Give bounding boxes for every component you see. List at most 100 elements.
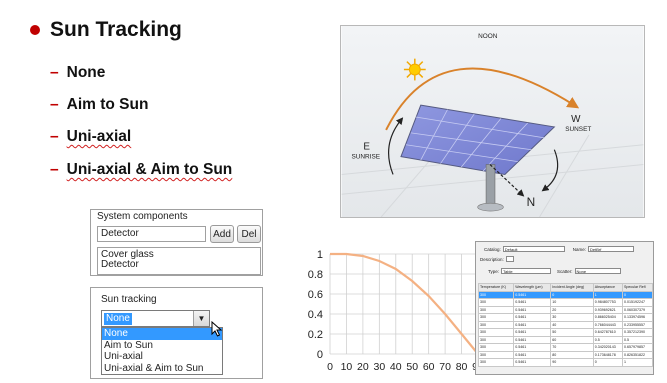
table-cell[interactable]: 300 [477, 320, 515, 329]
table-cell[interactable]: 300 [477, 328, 515, 337]
table-cell[interactable]: 0.826351822 [622, 350, 653, 359]
scatter-select[interactable]: None [574, 268, 621, 274]
table-cell[interactable]: 0.939692621 [592, 305, 624, 314]
table-cell[interactable]: 0.5461 [513, 313, 552, 322]
description-row: Description: [480, 256, 514, 262]
table-cell[interactable]: 0 [622, 290, 653, 299]
slide-title-text: Sun Tracking [50, 18, 182, 41]
table-header-cell[interactable]: Temperature (K) [477, 283, 515, 292]
sun-tracking-select[interactable]: None ▼ [101, 310, 210, 327]
table-cell[interactable]: 30 [550, 313, 594, 322]
table-cell[interactable]: 0.342020143 [592, 343, 624, 352]
table-cell[interactable]: 300 [477, 305, 515, 314]
table-cell[interactable]: 0 [592, 358, 624, 367]
x-tick-label: 80 [456, 361, 468, 373]
table-cell[interactable]: 0.357212390 [622, 328, 653, 337]
table-row[interactable]: 300 0.5461 60 0.5 0.5 [477, 335, 653, 344]
table-cell[interactable]: 0.5461 [513, 298, 552, 307]
dropdown-option[interactable]: Uni-axial & Aim to Sun [104, 362, 204, 374]
table-cell[interactable]: 300 [477, 313, 515, 322]
catalog-select[interactable]: Default [502, 246, 565, 252]
table-cell[interactable]: 0 [550, 290, 594, 299]
sun-tracking-selected-value: None [104, 313, 132, 325]
dropdown-option[interactable]: Uni-axial [104, 351, 143, 362]
dropdown-option[interactable]: Aim to Sun [104, 339, 153, 351]
table-cell[interactable]: 0.5461 [513, 335, 552, 344]
table-cell[interactable]: 0.642787610 [592, 328, 624, 337]
table-cell[interactable]: 0.984807753 [592, 298, 624, 307]
option-bullet-uni-axial: – Uni-axial [50, 128, 132, 145]
table-cell[interactable]: 80 [550, 350, 594, 359]
list-item[interactable]: Cover glass [101, 249, 154, 260]
table-cell[interactable]: 10 [550, 298, 594, 307]
table-cell[interactable]: 0.866025404 [592, 313, 624, 322]
table-cell[interactable]: 0.766044443 [592, 320, 624, 329]
dropdown-option[interactable]: None [102, 328, 222, 340]
table-header-cell[interactable]: Absorptance [592, 283, 624, 292]
x-tick-label: 10 [341, 361, 353, 373]
table-cell[interactable]: 1 [622, 358, 653, 367]
table-cell[interactable]: 300 [477, 343, 515, 352]
table-row[interactable]: 300 0.5461 50 0.642787610 0.357212390 [477, 328, 653, 337]
table-cell[interactable]: 0.5461 [513, 350, 552, 359]
table-cell[interactable]: 40 [550, 320, 594, 329]
table-cell[interactable]: 0.5 [622, 335, 653, 344]
table-header-cell[interactable]: Incident Angle (deg) [550, 283, 594, 292]
table-cell[interactable]: 0.133974596 [622, 313, 653, 322]
table-row[interactable]: 300 0.5461 20 0.939692621 0.060307379 [477, 305, 653, 314]
sun-icon [403, 58, 426, 81]
table-cell[interactable]: 0.5461 [513, 358, 552, 367]
del-button[interactable]: Del [237, 225, 261, 243]
table-cell[interactable]: 0.060307379 [622, 305, 653, 314]
table-cell[interactable]: 0.233955557 [622, 320, 653, 329]
table-cell[interactable]: 1 [592, 290, 624, 299]
y-tick-label: 0.4 [308, 309, 323, 321]
name-field[interactable]: DetBrf [588, 246, 635, 252]
components-list[interactable]: Cover glass Detector [97, 247, 261, 275]
table-cell[interactable]: 0.5461 [513, 290, 552, 299]
solar-panel [400, 104, 556, 175]
west-label: W [571, 114, 581, 125]
table-cell[interactable]: 0.5461 [513, 343, 552, 352]
table-cell[interactable]: 0.015192247 [622, 298, 653, 307]
table-row[interactable]: 300 0.5461 30 0.866025404 0.133974596 [477, 313, 653, 322]
table-row[interactable]: 300 0.5461 10 0.984807753 0.015192247 [477, 298, 653, 307]
table-cell[interactable]: 0.657979857 [622, 343, 653, 352]
description-field[interactable] [505, 256, 514, 262]
slide-title: Sun Tracking [30, 18, 182, 42]
table-cell[interactable]: 90 [550, 358, 594, 367]
table-row[interactable]: 300 0.5461 40 0.766044443 0.233955557 [477, 320, 653, 329]
component-input[interactable]: Detector [97, 226, 206, 242]
y-tick-label: 0.6 [308, 289, 323, 301]
table-cell[interactable]: 20 [550, 305, 594, 314]
list-item[interactable]: Detector [101, 259, 139, 270]
table-cell[interactable]: 0.173648178 [592, 350, 624, 359]
table-cell[interactable]: 300 [477, 290, 515, 299]
option-bullet-aim-to-sun: – Aim to Sun [50, 96, 149, 113]
table-row[interactable]: 300 0.5461 90 0 1 [477, 358, 653, 367]
type-select[interactable]: Table [501, 268, 552, 274]
table-cell[interactable]: 50 [550, 328, 594, 337]
table-cell[interactable]: 70 [550, 343, 594, 352]
table-cell[interactable]: 0.5 [592, 335, 624, 344]
chevron-down-icon[interactable]: ▼ [193, 311, 209, 326]
table-cell[interactable]: 0.5461 [513, 328, 552, 337]
table-cell[interactable]: 60 [550, 335, 594, 344]
table-cell[interactable]: 300 [477, 298, 515, 307]
table-cell[interactable]: 300 [477, 335, 515, 344]
catalog-row: Catalog: Default Name: DetBrf [484, 246, 635, 252]
table-cell[interactable]: 300 [477, 350, 515, 359]
table-row[interactable]: 300 0.5461 80 0.173648178 0.826351822 [477, 350, 653, 359]
mouse-pointer-icon [211, 321, 223, 337]
table-cell[interactable]: 0.5461 [513, 320, 552, 329]
table-cell[interactable]: 300 [477, 358, 515, 367]
sun-path-arc [385, 67, 580, 131]
table-cell[interactable]: 0.5461 [513, 305, 552, 314]
table-header-cell[interactable]: Specular Refl [622, 283, 653, 292]
x-tick-label: 20 [357, 361, 369, 373]
table-row[interactable]: 300 0.5461 0 1 0 [477, 290, 653, 299]
sun-tracking-dropdown: None Aim to Sun Uni-axial Uni-axial & Ai… [101, 327, 223, 375]
table-row[interactable]: 300 0.5461 70 0.342020143 0.657979857 [477, 343, 653, 352]
add-button[interactable]: Add [210, 225, 234, 243]
table-header-cell[interactable]: Wavelength (μm) [513, 283, 552, 292]
